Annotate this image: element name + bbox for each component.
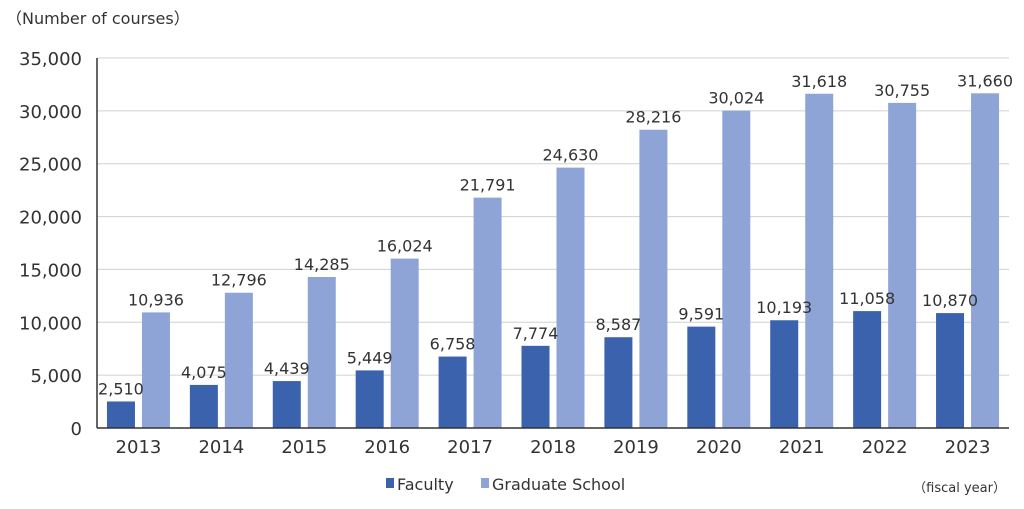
data-label: 24,630 [543,146,599,165]
legend-swatch-graduate-school [481,478,489,488]
data-label: 11,058 [839,289,895,308]
bar-faculty [770,320,799,428]
x-tick-label: 2017 [447,437,493,458]
data-label: 8,587 [596,315,642,334]
bar-graduate-school [224,292,253,428]
data-label: 30,024 [708,89,764,108]
bar-faculty [687,326,716,428]
data-label: 6,758 [430,335,476,354]
data-label: 16,024 [377,237,433,256]
bar-graduate-school [971,93,1000,429]
x-tick-label: 2020 [696,437,742,458]
data-label: 31,618 [791,72,847,91]
bar-faculty [936,313,965,428]
legend-label-graduate-school: Graduate School [492,475,625,494]
bar-faculty [438,356,467,428]
legend-swatch-faculty [386,478,394,488]
bar-faculty [604,337,633,428]
legend: Faculty Graduate School [386,475,625,494]
bar-graduate-school [639,129,668,429]
data-label: 31,660 [957,71,1013,90]
bar-graduate-school [722,110,751,429]
y-tick-label: 10,000 [19,313,82,334]
legend-label-faculty: Faculty [397,475,454,494]
bar-faculty [106,401,135,428]
y-tick-label: 0 [71,419,82,440]
data-label: 2,510 [98,379,144,398]
data-label: 4,075 [181,363,227,382]
bar-graduate-school [888,102,917,428]
bar-faculty [189,384,218,428]
data-label: 4,439 [264,359,310,378]
bar-faculty [272,381,301,428]
x-tick-label: 2015 [281,437,327,458]
x-tick-label: 2023 [945,437,991,458]
bar-graduate-school [141,312,170,428]
x-tick-label: 2016 [364,437,410,458]
data-label: 10,870 [922,291,978,310]
bar-graduate-school [473,197,502,428]
data-label: 9,591 [678,305,724,324]
x-tick-label: 2022 [862,437,908,458]
data-label: 7,774 [513,324,559,343]
bar-graduate-school [805,93,834,429]
x-tick-label: 2013 [116,437,162,458]
y-tick-label: 20,000 [19,208,82,229]
bar-graduate-school [390,258,419,428]
data-label: 28,216 [625,108,681,127]
y-tick-label: 15,000 [19,260,82,281]
data-label: 12,796 [211,271,267,290]
data-label: 5,449 [347,348,393,367]
bar-faculty [521,345,550,428]
bar-graduate-school [307,276,336,428]
bar-faculty [355,370,384,428]
bar-faculty [853,311,882,428]
y-axis-title: （Number of courses） [6,9,190,28]
x-tick-label: 2018 [530,437,576,458]
y-tick-label: 35,000 [19,49,82,70]
x-tick-label: 2014 [198,437,244,458]
y-tick-label: 5,000 [30,366,82,387]
x-tick-label: 2021 [779,437,825,458]
data-label: 10,936 [128,290,184,309]
data-label: 10,193 [756,298,812,317]
data-label: 21,791 [460,176,516,195]
x-tick-label: 2019 [613,437,659,458]
data-label: 30,755 [874,81,930,100]
y-tick-label: 30,000 [19,102,82,123]
data-label: 14,285 [294,255,350,274]
bar-graduate-school [556,167,585,428]
x-axis-title: （fiscal year） [913,481,1006,496]
y-tick-label: 25,000 [19,155,82,176]
